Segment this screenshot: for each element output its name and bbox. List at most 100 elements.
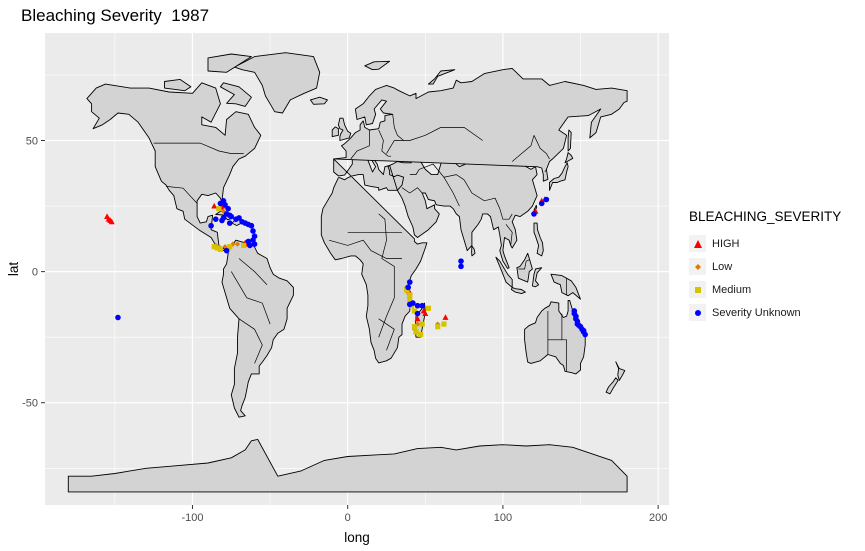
world-map — [67, 52, 628, 493]
point-medium — [404, 287, 410, 293]
country-border — [505, 224, 513, 246]
point-low — [414, 321, 421, 327]
point-medium — [435, 324, 441, 330]
point-medium — [407, 297, 413, 304]
country-border — [401, 187, 423, 194]
landmass-baffin — [219, 82, 252, 107]
x-tick-label: 0 — [345, 512, 351, 524]
point-severity-unknown — [414, 302, 421, 309]
legend-item-high: HIGH — [689, 232, 841, 255]
landmass-svalbard — [364, 60, 391, 71]
country-border — [499, 208, 513, 220]
point-severity-unknown — [531, 211, 537, 217]
legend-label-low: Low — [712, 260, 733, 273]
point-medium — [214, 245, 220, 251]
legend-title: BLEACHING_SEVERITY — [689, 209, 842, 224]
legend-key-low — [689, 258, 706, 275]
country-border — [443, 177, 460, 207]
point-medium — [217, 246, 224, 252]
landmass-new-zealand-s — [605, 377, 619, 395]
point-high — [108, 218, 115, 225]
country-border — [153, 142, 244, 154]
point-severity-unknown — [115, 314, 121, 321]
point-severity-unknown — [223, 247, 230, 254]
landmass-greenland — [233, 52, 321, 114]
point-severity-unknown — [248, 222, 255, 229]
country-border — [511, 135, 535, 162]
square-marker-icon — [694, 286, 701, 293]
point-severity-unknown — [226, 220, 233, 226]
country-border — [350, 130, 370, 160]
point-severity-unknown — [251, 241, 258, 247]
legend-item-low: Low — [689, 255, 841, 278]
country-border — [386, 127, 483, 154]
diamond-marker-icon — [694, 263, 701, 270]
landmass-philippines — [533, 222, 544, 257]
point-medium — [419, 321, 425, 327]
landmass-arabia-bridge — [387, 164, 405, 191]
country-border — [238, 258, 268, 285]
legend-label-high: HIGH — [712, 237, 740, 250]
point-severity-unknown — [405, 284, 412, 291]
country-border — [238, 318, 263, 364]
point-severity-unknown — [406, 279, 413, 285]
landmass-south-america — [221, 239, 294, 418]
x-tick-label: 100 — [494, 512, 512, 524]
point-severity-unknown — [414, 310, 421, 317]
point-severity-unknown — [458, 258, 464, 264]
landmass-iceland — [309, 96, 328, 105]
x-tick-label: -100 — [181, 512, 203, 524]
landmass-ellesmere — [207, 53, 252, 73]
point-severity-unknown — [222, 201, 228, 208]
point-high — [211, 202, 218, 209]
point-medium — [216, 206, 222, 212]
chart-title: Bleaching Severity 1987 — [21, 6, 210, 25]
point-medium — [411, 324, 418, 330]
point-severity-unknown — [212, 216, 219, 222]
landmass-new-zealand-n — [615, 361, 626, 381]
legend: BLEACHING_SEVERITY HIGH Low Medium Sever… — [689, 209, 841, 324]
landmass-novaya-zemlya — [427, 69, 456, 85]
point-medium — [441, 321, 447, 327]
country-border — [409, 169, 420, 175]
country-border — [533, 135, 550, 160]
legend-label-severity-unknown: Severity Unknown — [712, 306, 801, 319]
legend-key-severity-unknown — [689, 304, 706, 321]
country-border — [392, 114, 404, 141]
point-severity-unknown — [208, 222, 214, 229]
point-high — [442, 314, 449, 320]
point-severity-unknown — [419, 302, 425, 309]
point-medium — [407, 292, 413, 298]
landmass-hokkaido — [564, 152, 574, 164]
country-border — [518, 259, 530, 270]
point-medium — [411, 308, 418, 314]
legend-key-medium — [689, 281, 706, 298]
point-low — [411, 326, 418, 332]
point-severity-unknown — [245, 238, 252, 245]
point-severity-unknown — [236, 215, 242, 221]
point-severity-unknown — [219, 217, 225, 224]
legend-key-high — [689, 235, 706, 252]
point-severity-unknown — [225, 205, 231, 212]
point-medium — [241, 242, 247, 248]
country-border — [166, 186, 198, 204]
landmass-japan — [549, 162, 569, 191]
legend-label-medium: Medium — [712, 283, 752, 296]
point-severity-unknown — [458, 263, 464, 270]
landmass-victoria-isl — [164, 78, 192, 92]
point-medium — [413, 329, 419, 335]
x-axis-title: long — [344, 530, 370, 545]
landmass-eurasia-north — [333, 67, 628, 182]
country-border — [561, 313, 567, 372]
landmass-java — [510, 286, 526, 295]
landmass-sakhalin — [567, 129, 572, 152]
circle-marker-icon — [694, 309, 701, 316]
axes: -100 0 100 200 -50 0 50 long lat — [6, 136, 667, 545]
data-points — [104, 196, 588, 338]
landmass-antarctica — [67, 438, 628, 493]
landmass-new-guinea — [550, 273, 581, 300]
country-border — [378, 213, 395, 338]
point-medium — [211, 244, 217, 250]
y-axis-title: lat — [6, 262, 21, 277]
